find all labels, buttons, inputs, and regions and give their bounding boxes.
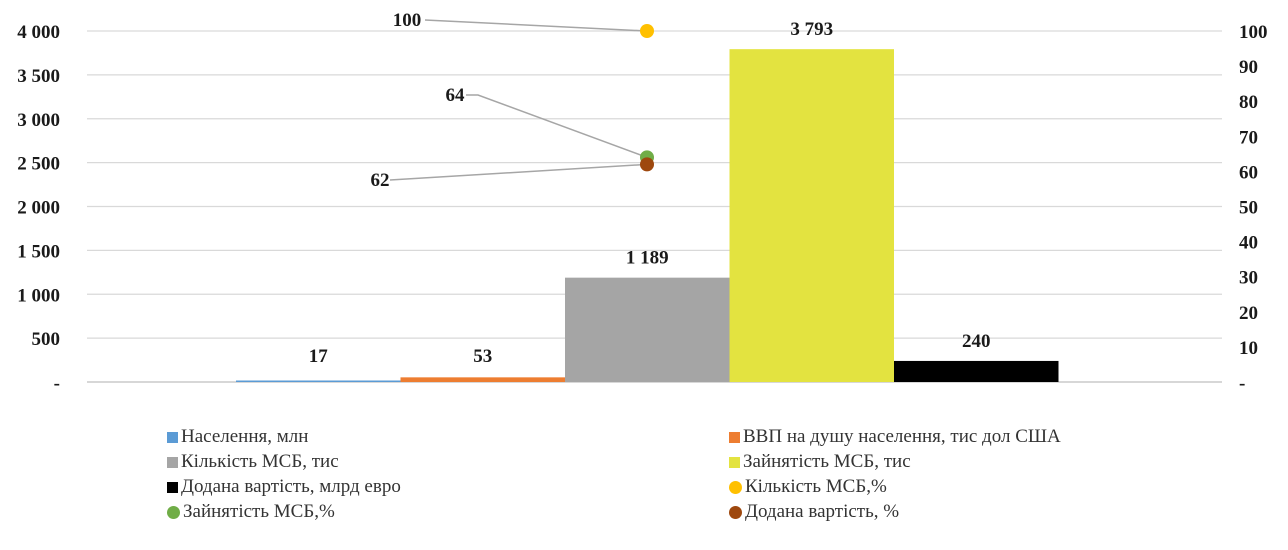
- legend-label: Зайнятість МСБ, тис: [743, 451, 911, 472]
- bar: [236, 380, 401, 382]
- y2-tick-label: 40: [1239, 233, 1258, 254]
- legend-square-marker: [729, 456, 740, 468]
- legend-square-marker: [167, 431, 178, 443]
- point-data-label: 64: [446, 85, 466, 106]
- legend-item: Додана вартість, %: [729, 500, 899, 524]
- legend-item: Кількість МСБ, тис: [167, 450, 339, 474]
- legend-label: Кількість МСБ, тис: [181, 451, 339, 472]
- bar: [729, 49, 894, 383]
- chart-legend: Населення, млн ВВП на душу населення, тис…: [0, 425, 1288, 550]
- legend-item: Зайнятість МСБ, тис: [729, 450, 911, 474]
- legend-square-marker: [167, 481, 178, 493]
- y2-tick-label: 70: [1239, 127, 1258, 148]
- bar-data-label: 1 189: [626, 248, 669, 269]
- legend-label: Зайнятість МСБ,%: [183, 501, 335, 522]
- legend-square-marker: [167, 456, 178, 468]
- y2-tick-label: 20: [1239, 303, 1258, 324]
- y-tick-label: 3 500: [17, 66, 60, 87]
- leader-line: [466, 94, 648, 159]
- legend-label: ВВП на душу населення, тис дол США: [743, 426, 1061, 447]
- y-tick-label: 500: [32, 329, 61, 350]
- y2-tick-label: 90: [1239, 57, 1258, 78]
- bar: [894, 360, 1059, 382]
- leader-line: [424, 19, 648, 32]
- y-tick-label: 2 500: [17, 154, 60, 175]
- bar-data-label: 3 793: [790, 19, 833, 40]
- legend-circle-marker: [729, 505, 742, 519]
- bar-data-label: 17: [309, 346, 329, 367]
- legend-label: Кількість МСБ,%: [745, 476, 887, 497]
- legend-item: Додана вартість, млрд евро: [167, 475, 401, 499]
- y-tick-label: 4 000: [17, 22, 60, 43]
- legend-item: Зайнятість МСБ,%: [167, 500, 335, 524]
- legend-label: Додана вартість, млрд евро: [181, 476, 401, 497]
- bar: [565, 277, 730, 382]
- y-tick-label: 1 500: [17, 241, 60, 262]
- bar-data-label: 53: [473, 346, 492, 367]
- bar-data-label: 240: [962, 331, 991, 352]
- leader-line: [389, 163, 648, 181]
- y2-tick-label: 10: [1239, 338, 1258, 359]
- legend-item: Населення, млн: [167, 425, 308, 449]
- y2-tick-label: -: [1239, 373, 1245, 394]
- y-tick-label: 2 000: [17, 198, 60, 219]
- y2-tick-label: 60: [1239, 162, 1258, 183]
- y2-tick-label: 50: [1239, 198, 1258, 219]
- legend-square-marker: [729, 431, 740, 443]
- y-tick-label: 1 000: [17, 285, 60, 306]
- point-data-label: 62: [371, 170, 390, 191]
- legend-label: Додана вартість, %: [745, 501, 900, 522]
- y2-tick-label: 100: [1239, 22, 1268, 43]
- data-point: [640, 157, 654, 172]
- y-tick-label: 3 000: [17, 110, 60, 131]
- legend-item: ВВП на душу населення, тис дол США: [729, 425, 1061, 449]
- y2-tick-label: 30: [1239, 268, 1258, 289]
- legend-item: Кількість МСБ,%: [729, 475, 887, 499]
- point-data-label: 100: [393, 10, 422, 31]
- y2-tick-label: 80: [1239, 92, 1258, 113]
- y-tick-label: -: [54, 373, 60, 394]
- legend-label: Населення, млн: [181, 426, 309, 447]
- gridlines: [87, 30, 1222, 383]
- data-point: [640, 24, 654, 38]
- legend-circle-marker: [729, 480, 742, 494]
- bar: [400, 377, 565, 382]
- legend-circle-marker: [167, 505, 180, 519]
- chart-svg: - 500 1 000 1 500 2 000 2 500 3 000 3 500 4 000 -…: [17, 10, 1268, 394]
